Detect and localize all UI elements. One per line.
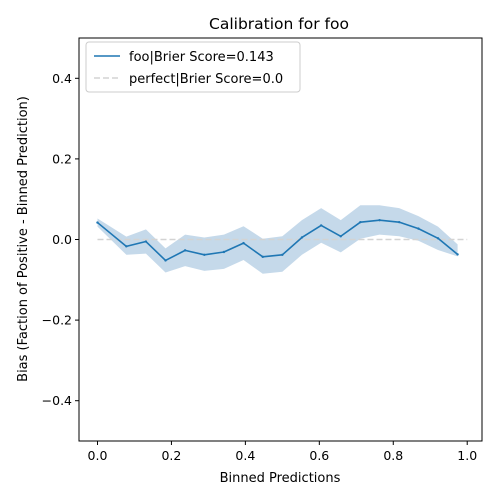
legend-label-foo: foo|Brier Score=0.143	[129, 50, 274, 65]
y-tick-label: 0.0	[52, 232, 72, 247]
y-tick-label: −0.4	[42, 393, 72, 408]
series-line-layer	[96, 218, 468, 262]
x-tick-label: 0.8	[383, 448, 403, 463]
data-point-foo	[378, 218, 381, 222]
data-point-foo	[417, 227, 420, 230]
data-point-foo	[164, 259, 167, 262]
data-point-foo	[203, 253, 206, 257]
legend-box	[85, 41, 301, 93]
x-tick-label: 0.6	[309, 448, 329, 463]
data-point-foo	[456, 253, 459, 256]
data-point-foo	[144, 240, 148, 243]
y-tick-label: 0.2	[52, 151, 72, 166]
x-tick-label: 0.0	[88, 448, 108, 463]
data-point-foo	[339, 235, 342, 238]
data-point-foo	[397, 220, 401, 224]
y-axis-ticks: −0.4 −0.2 0.0 0.2 0.4	[42, 71, 79, 408]
data-point-foo	[261, 255, 264, 259]
data-point-foo	[183, 249, 187, 252]
y-tick-label: −0.2	[42, 313, 72, 328]
x-tick-label: 0.2	[161, 448, 181, 463]
x-axis-label: Binned Predictions	[220, 471, 341, 486]
plot-area	[78, 37, 483, 442]
data-point-foo	[436, 237, 440, 240]
data-point-foo	[96, 221, 99, 224]
legend-label-perfect: perfect|Brier Score=0.0	[129, 72, 283, 87]
y-axis-label: Bias (Faction of Positive - Binned Predi…	[16, 96, 31, 382]
chart-title: Calibration for foo	[209, 15, 349, 33]
data-point-foo	[300, 236, 304, 239]
data-point-foo	[319, 224, 323, 227]
x-axis-ticks: 0.0 0.2 0.4 0.6 0.8 1.0	[88, 441, 477, 463]
data-point-foo	[281, 253, 284, 257]
data-point-foo	[125, 245, 128, 248]
x-tick-label: 1.0	[457, 448, 477, 463]
legend: foo|Brier Score=0.143 perfect|Brier Scor…	[85, 41, 301, 93]
x-tick-label: 0.4	[235, 448, 255, 463]
data-point-foo	[359, 220, 362, 224]
data-point-foo	[242, 241, 245, 245]
y-tick-label: 0.4	[52, 71, 72, 86]
data-point-foo	[222, 250, 226, 254]
